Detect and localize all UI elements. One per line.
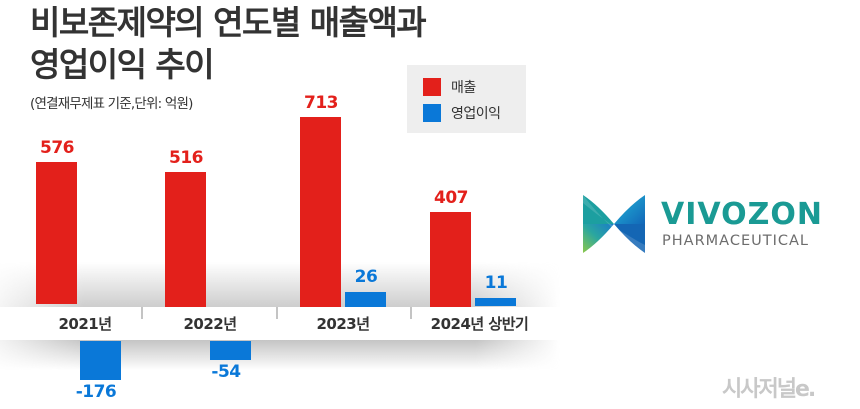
value-label-profit-2023: 26 — [354, 267, 378, 287]
x-axis-divider — [141, 307, 143, 319]
value-label-revenue-2023: 713 — [304, 93, 339, 113]
logo-subtitle: PHARMACEUTICAL — [662, 233, 809, 249]
bar-revenue-2021 — [36, 162, 77, 304]
value-label-profit-2022: -54 — [211, 362, 241, 382]
legend-label: 영업이익 — [451, 106, 501, 122]
x-label-2022: 2022년 — [183, 315, 237, 333]
legend-item-operating-profit: 영업이익 — [423, 103, 501, 123]
title-line-2: 영업이익 추이 — [30, 45, 215, 84]
legend: 매출 영업이익 — [407, 65, 526, 133]
value-label-revenue-2022: 516 — [169, 148, 204, 168]
x-label-2023: 2023년 — [316, 315, 370, 333]
value-label-profit-2024h1: 11 — [484, 273, 508, 293]
x-label-2021: 2021년 — [58, 315, 112, 333]
legend-label: 매출 — [451, 80, 476, 96]
value-label-revenue-2024h1: 407 — [434, 188, 469, 208]
value-label-profit-2021: -176 — [75, 382, 117, 402]
legend-swatch-blue-icon — [423, 104, 441, 122]
chart-subtitle: (연결재무제표 기준,단위: 억원) — [30, 96, 193, 112]
bar-revenue-2023 — [300, 117, 341, 307]
legend-swatch-red-icon — [423, 78, 441, 96]
bar-profit-2023 — [345, 292, 386, 307]
vivozon-logo: VIVOZON PHARMACEUTICAL — [583, 195, 823, 255]
x-axis-divider — [276, 307, 278, 319]
x-axis-band — [0, 307, 545, 340]
publisher-watermark: 시사저널e. — [722, 377, 816, 402]
value-label-revenue-2021: 576 — [40, 138, 75, 158]
title-line-1: 비보존제약의 연도별 매출액과 — [30, 3, 427, 42]
vivozon-emblem-icon — [583, 195, 645, 253]
x-label-2024h1: 2024년 상반기 — [430, 315, 529, 333]
logo-wordmark: VIVOZON — [661, 197, 823, 232]
bar-revenue-2022 — [165, 172, 206, 307]
bar-profit-2021 — [80, 341, 121, 380]
legend-item-revenue: 매출 — [423, 77, 476, 97]
bar-revenue-2024h1 — [430, 212, 471, 307]
x-axis-divider — [410, 307, 412, 319]
bar-profit-2022 — [210, 341, 251, 360]
bar-profit-2024h1 — [475, 298, 516, 306]
